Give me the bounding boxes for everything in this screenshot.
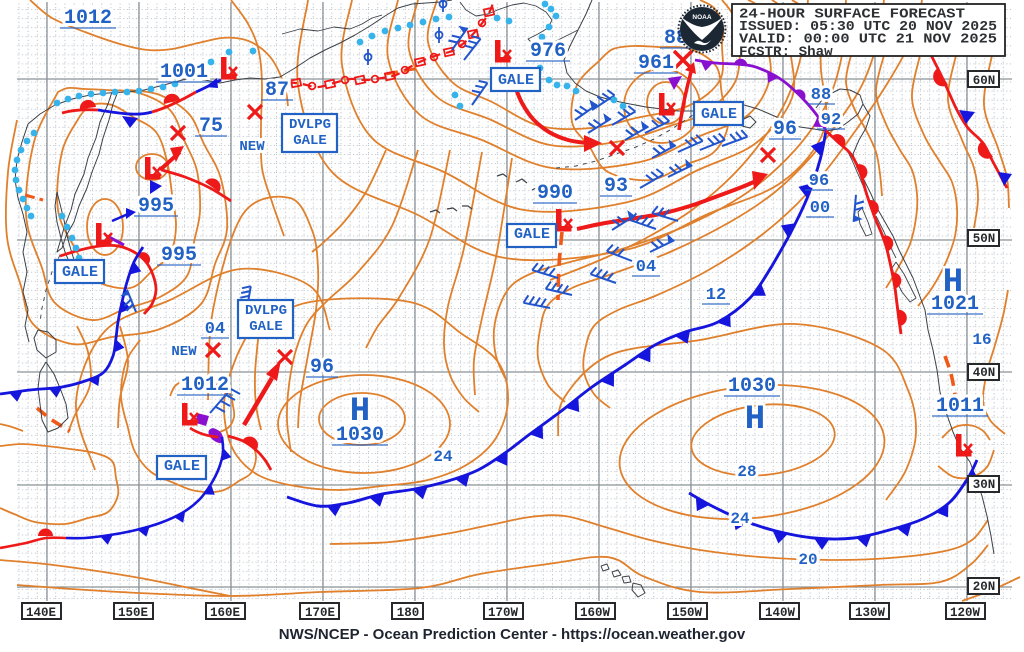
svg-text:120W: 120W <box>950 606 981 620</box>
svg-text:75: 75 <box>199 115 223 138</box>
svg-text:96: 96 <box>773 118 797 141</box>
svg-text:FCSTR: Shaw: FCSTR: Shaw <box>739 44 833 60</box>
svg-text:04: 04 <box>636 258 656 277</box>
svg-text:H: H <box>943 264 963 302</box>
svg-text:GALE: GALE <box>62 264 98 281</box>
svg-text:150E: 150E <box>118 606 148 620</box>
svg-text:NWS/NCEP - Ocean Prediction Ce: NWS/NCEP - Ocean Prediction Center - htt… <box>279 626 746 643</box>
svg-text:GALE: GALE <box>293 133 327 149</box>
svg-text:140E: 140E <box>26 606 56 620</box>
svg-text:170E: 170E <box>305 606 335 620</box>
svg-text:961: 961 <box>638 52 674 75</box>
svg-text:995: 995 <box>161 244 197 267</box>
svg-text:50N: 50N <box>973 232 996 246</box>
svg-text:140W: 140W <box>765 606 796 620</box>
svg-text:60N: 60N <box>973 74 996 88</box>
svg-text:150W: 150W <box>672 606 703 620</box>
svg-text:1012: 1012 <box>64 7 112 30</box>
svg-text:GALE: GALE <box>498 72 534 89</box>
svg-text:12: 12 <box>706 286 726 305</box>
svg-text:GALE: GALE <box>514 226 550 243</box>
svg-text:VALID: 00:00 UTC 21 NOV 2025: VALID: 00:00 UTC 21 NOV 2025 <box>739 32 997 48</box>
svg-text:93: 93 <box>604 175 628 198</box>
svg-text:160E: 160E <box>210 606 240 620</box>
svg-text:87: 87 <box>265 79 289 102</box>
svg-text:DVLPG: DVLPG <box>245 303 287 319</box>
svg-text:995: 995 <box>138 195 174 218</box>
svg-text:H: H <box>745 401 765 439</box>
svg-text:24: 24 <box>730 510 750 528</box>
svg-text:DVLPG: DVLPG <box>289 117 331 133</box>
svg-text:GALE: GALE <box>164 458 200 475</box>
svg-text:GALE: GALE <box>701 106 737 123</box>
svg-text:1001: 1001 <box>160 61 208 84</box>
svg-text:NEW: NEW <box>171 344 197 360</box>
svg-text:130W: 130W <box>855 606 886 620</box>
svg-text:92: 92 <box>821 111 841 130</box>
svg-text:ISSUED: 05:30 UTC 20 NOV 2025: ISSUED: 05:30 UTC 20 NOV 2025 <box>739 19 997 35</box>
svg-text:160W: 160W <box>580 606 611 620</box>
svg-text:1012: 1012 <box>181 374 229 397</box>
svg-text:30N: 30N <box>973 478 996 492</box>
svg-text:96: 96 <box>809 172 829 191</box>
svg-text:24-HOUR SURFACE FORECAST: 24-HOUR SURFACE FORECAST <box>739 7 966 23</box>
svg-text:96: 96 <box>310 356 334 379</box>
svg-text:NOAA: NOAA <box>692 14 711 21</box>
svg-text:1021: 1021 <box>931 293 979 316</box>
svg-text:28: 28 <box>737 463 756 481</box>
svg-text:1030: 1030 <box>336 424 384 447</box>
svg-text:976: 976 <box>530 40 566 63</box>
svg-text:1030: 1030 <box>728 375 776 398</box>
svg-text:88: 88 <box>811 86 831 105</box>
svg-text:00: 00 <box>810 199 830 218</box>
svg-text:04: 04 <box>205 320 225 339</box>
svg-text:24: 24 <box>433 448 453 466</box>
svg-text:H: H <box>350 393 370 431</box>
svg-text:1011: 1011 <box>936 395 984 418</box>
svg-text:GALE: GALE <box>249 319 283 335</box>
svg-text:180: 180 <box>397 606 420 620</box>
svg-text:20N: 20N <box>973 580 996 594</box>
svg-text:170W: 170W <box>488 606 519 620</box>
svg-text:16: 16 <box>972 331 991 349</box>
svg-text:40N: 40N <box>973 366 996 380</box>
svg-text:NEW: NEW <box>239 139 265 155</box>
svg-text:20: 20 <box>798 551 817 569</box>
svg-text:990: 990 <box>537 182 573 205</box>
